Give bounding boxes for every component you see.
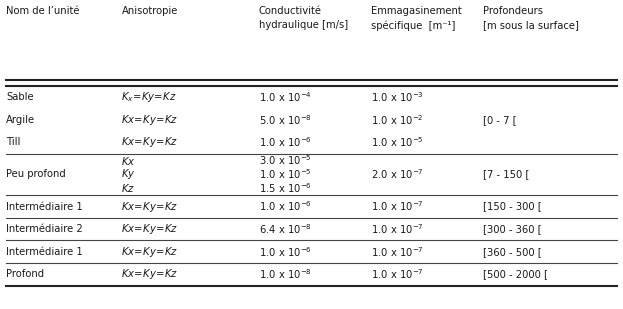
Text: 1.0 x 10$^{-6}$: 1.0 x 10$^{-6}$ xyxy=(259,245,312,259)
Text: Anisotropie: Anisotropie xyxy=(121,6,178,16)
Text: [500 - 2000 [: [500 - 2000 [ xyxy=(483,269,548,279)
Text: $\it{K}x\!=\!\it{K}y\!=\!\it{K}z$: $\it{K}x\!=\!\it{K}y\!=\!\it{K}z$ xyxy=(121,267,178,281)
Text: 1.5 x 10$^{-6}$: 1.5 x 10$^{-6}$ xyxy=(259,181,312,195)
Text: [360 - 500 [: [360 - 500 [ xyxy=(483,247,541,257)
Text: 1.0 x 10$^{-6}$: 1.0 x 10$^{-6}$ xyxy=(259,200,312,214)
Text: 1.0 x 10$^{-5}$: 1.0 x 10$^{-5}$ xyxy=(371,135,424,149)
Text: Intermédiaire 2: Intermédiaire 2 xyxy=(6,224,83,234)
Text: $\it{K}x\!=\!\it{K}y\!=\!\it{K}z$: $\it{K}x\!=\!\it{K}y\!=\!\it{K}z$ xyxy=(121,222,178,236)
Text: $\it{K}x\!=\!\it{K}y\!=\!\it{K}z$: $\it{K}x\!=\!\it{K}y\!=\!\it{K}z$ xyxy=(121,245,178,259)
Text: Intermédiaire 1: Intermédiaire 1 xyxy=(6,201,83,212)
Text: Emmagasinement
spécifique  [m⁻¹]: Emmagasinement spécifique [m⁻¹] xyxy=(371,6,462,31)
Text: Profondeurs
[m sous la surface]: Profondeurs [m sous la surface] xyxy=(483,6,579,30)
Text: $\it{K}x$: $\it{K}x$ xyxy=(121,154,136,167)
Text: [150 - 300 [: [150 - 300 [ xyxy=(483,201,541,212)
Text: $\it{K}x\!=\!\it{K}y\!=\!\it{K}z$: $\it{K}x\!=\!\it{K}y\!=\!\it{K}z$ xyxy=(121,135,178,149)
Text: 1.0 x 10$^{-7}$: 1.0 x 10$^{-7}$ xyxy=(371,267,424,281)
Text: 1.0 x 10$^{-7}$: 1.0 x 10$^{-7}$ xyxy=(371,200,424,214)
Text: 1.0 x 10$^{-2}$: 1.0 x 10$^{-2}$ xyxy=(371,113,423,127)
Text: 1.0 x 10$^{-3}$: 1.0 x 10$^{-3}$ xyxy=(371,90,424,104)
Text: 1.0 x 10$^{-5}$: 1.0 x 10$^{-5}$ xyxy=(259,167,312,181)
Text: 1.0 x 10$^{-8}$: 1.0 x 10$^{-8}$ xyxy=(259,267,312,281)
Text: 1.0 x 10$^{-7}$: 1.0 x 10$^{-7}$ xyxy=(371,245,424,259)
Text: Peu profond: Peu profond xyxy=(6,169,66,180)
Text: $\it{K}_x\!=\!\it{K}y\!=\!\it{K}z$: $\it{K}_x\!=\!\it{K}y\!=\!\it{K}z$ xyxy=(121,90,177,104)
Text: 5.0 x 10$^{-8}$: 5.0 x 10$^{-8}$ xyxy=(259,113,312,127)
Text: Intermédiaire 1: Intermédiaire 1 xyxy=(6,247,83,257)
Text: [7 - 150 [: [7 - 150 [ xyxy=(483,169,529,180)
Text: [300 - 360 [: [300 - 360 [ xyxy=(483,224,541,234)
Text: 1.0 x 10$^{-4}$: 1.0 x 10$^{-4}$ xyxy=(259,90,312,104)
Text: $\it{K}z$: $\it{K}z$ xyxy=(121,182,135,194)
Text: Conductivité
hydraulique [m/s]: Conductivité hydraulique [m/s] xyxy=(259,6,348,30)
Text: Profond: Profond xyxy=(6,269,44,279)
Text: Argile: Argile xyxy=(6,115,36,125)
Text: 6.4 x 10$^{-8}$: 6.4 x 10$^{-8}$ xyxy=(259,222,312,236)
Text: 1.0 x 10$^{-6}$: 1.0 x 10$^{-6}$ xyxy=(259,135,312,149)
Text: 3.0 x 10$^{-5}$: 3.0 x 10$^{-5}$ xyxy=(259,154,312,167)
Text: $\it{K}y$: $\it{K}y$ xyxy=(121,167,136,181)
Text: 1.0 x 10$^{-7}$: 1.0 x 10$^{-7}$ xyxy=(371,222,424,236)
Text: $\it{K}x\!=\!\it{K}y\!=\!\it{K}z$: $\it{K}x\!=\!\it{K}y\!=\!\it{K}z$ xyxy=(121,113,178,127)
Text: Sable: Sable xyxy=(6,92,34,102)
Text: 2.0 x 10$^{-7}$: 2.0 x 10$^{-7}$ xyxy=(371,167,424,181)
Text: Nom de l’unité: Nom de l’unité xyxy=(6,6,80,16)
Text: [0 - 7 [: [0 - 7 [ xyxy=(483,115,516,125)
Text: Till: Till xyxy=(6,137,21,147)
Text: $\it{K}x\!=\!\it{K}y\!=\!\it{K}z$: $\it{K}x\!=\!\it{K}y\!=\!\it{K}z$ xyxy=(121,200,178,214)
